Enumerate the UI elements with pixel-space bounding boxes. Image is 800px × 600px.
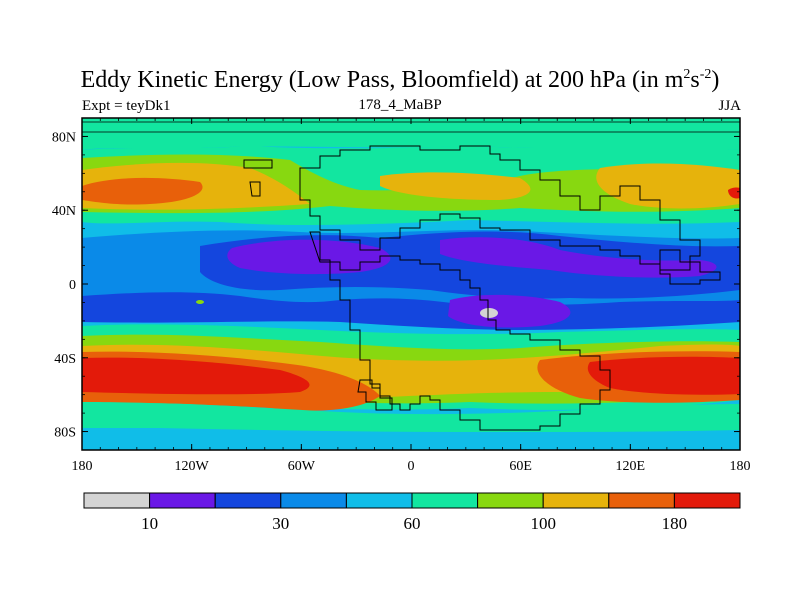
lat-label: 40S xyxy=(54,352,76,367)
field-gray-minimum xyxy=(480,308,498,318)
field-arctic-green xyxy=(82,118,740,150)
contour-field xyxy=(82,118,740,450)
coastline-island xyxy=(357,379,393,411)
colorbar-label: 60 xyxy=(404,514,421,533)
lon-label: 60W xyxy=(288,459,316,474)
experiment-label: Expt = teyDk1 xyxy=(82,98,171,114)
colorbar-swatch xyxy=(477,492,544,509)
colorbar-label: 100 xyxy=(530,514,556,533)
field-nh-red-east xyxy=(728,187,740,199)
lon-label: 180 xyxy=(730,459,751,474)
coastline-small-islands xyxy=(243,159,273,197)
lat-label: 80S xyxy=(54,426,76,441)
field-sh-tropics-blue xyxy=(82,292,740,330)
chart-title: Eddy Kinetic Energy (Low Pass, Bloomfiel… xyxy=(80,67,720,93)
field-nh-yellow-east xyxy=(596,163,740,209)
lon-label: 0 xyxy=(408,459,415,474)
field-purple-asia xyxy=(440,237,717,278)
colorbar-swatch xyxy=(345,492,413,509)
lon-label: 120E xyxy=(616,459,646,474)
colorbar-swatch xyxy=(214,492,282,509)
run-label: 178_4_MaBP xyxy=(358,97,442,113)
colorbar-swatch xyxy=(280,492,347,509)
colorbar: 10 30 60 100 180 xyxy=(83,492,741,533)
coastline-north xyxy=(299,145,701,271)
colorbar-swatch xyxy=(83,492,151,509)
colorbar-swatch xyxy=(673,492,741,509)
field-sh-red-west xyxy=(82,357,310,395)
colorbar-label: 180 xyxy=(662,514,688,533)
lat-label: 0 xyxy=(69,278,76,293)
field-purple-indian xyxy=(448,294,571,328)
field-sh-highlat-green xyxy=(82,402,740,432)
lon-label: 120W xyxy=(175,459,210,474)
longitude-ticks: 180 120W 60W 0 60E 120E 180 xyxy=(72,118,751,474)
field-nh-orange xyxy=(82,177,203,205)
field-purple-pacific xyxy=(227,239,391,275)
season-label: JJA xyxy=(718,98,741,114)
colorbar-label: 10 xyxy=(141,514,158,533)
lon-label: 60E xyxy=(509,459,532,474)
colorbar-swatch xyxy=(608,492,675,509)
lat-label: 40N xyxy=(52,204,76,219)
field-nh-yellow-center xyxy=(380,172,531,200)
coastline-east xyxy=(659,249,721,285)
lon-label: 180 xyxy=(72,459,93,474)
colorbar-swatch xyxy=(542,492,610,509)
colorbar-swatch xyxy=(149,492,216,509)
field-sh-red-east xyxy=(587,356,740,395)
latitude-ticks: 80N 40N 0 40S 80S xyxy=(52,117,740,451)
coastline-south xyxy=(309,231,611,431)
colorbar-swatch xyxy=(411,492,479,509)
field-speck xyxy=(196,300,204,304)
lat-label: 80N xyxy=(52,130,76,145)
colorbar-label: 30 xyxy=(272,514,289,533)
